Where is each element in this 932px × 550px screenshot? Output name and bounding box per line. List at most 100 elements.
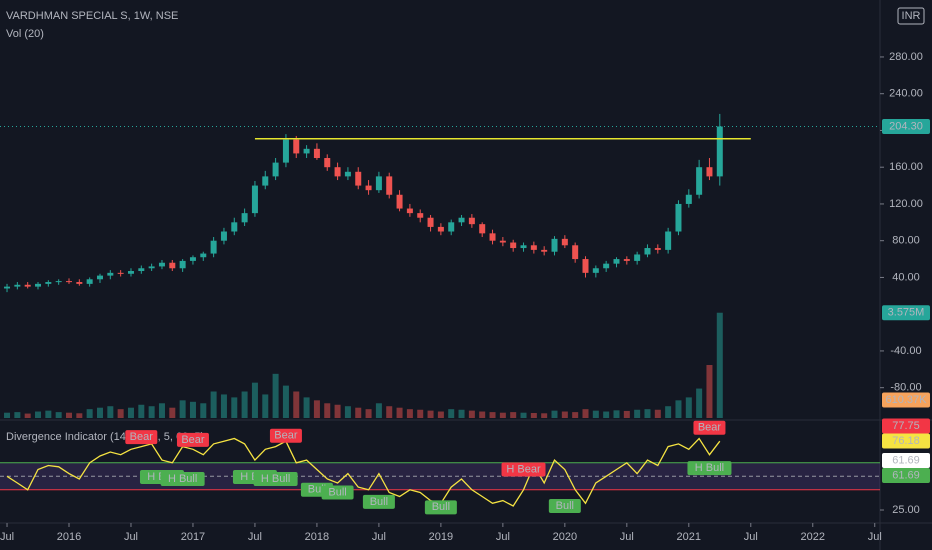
candle-body <box>541 249 548 252</box>
volume-bar <box>716 312 723 418</box>
candle-body <box>55 281 62 283</box>
candle-body <box>510 242 517 249</box>
candle-body <box>251 185 258 214</box>
volume-bar <box>344 406 351 418</box>
y-tick-label: 160.00 <box>889 161 923 173</box>
candle-body <box>138 268 145 272</box>
divergence-label: Bear <box>274 430 298 442</box>
divergence-label-box <box>160 471 205 486</box>
candle-body <box>24 284 31 287</box>
divergence-label-box <box>548 498 581 513</box>
candle-body <box>241 213 248 223</box>
candle-body <box>489 233 496 241</box>
x-tick-label: 2019 <box>429 531 453 543</box>
volume-bar <box>696 388 703 418</box>
volume-bar <box>355 407 362 418</box>
volume-bar <box>592 410 599 418</box>
volume-bar <box>551 410 558 418</box>
volume-bar <box>437 411 444 418</box>
y-tick-label: -40.00 <box>890 345 921 357</box>
price-badge <box>882 453 930 469</box>
volume-bar <box>603 411 610 418</box>
x-tick-label: Jul <box>372 531 386 543</box>
candle-body <box>35 283 42 287</box>
volume-bar <box>262 394 269 418</box>
candle-body <box>117 272 124 274</box>
candle-body <box>665 231 672 250</box>
candle-body <box>262 176 269 186</box>
candle-body <box>4 286 11 289</box>
volume-bar <box>313 400 320 418</box>
volume-bar <box>117 409 124 418</box>
candle-body <box>448 222 455 232</box>
divergence-label: Bull <box>328 486 346 498</box>
candle-body <box>468 217 475 225</box>
volume-bar <box>334 404 341 418</box>
volume-bar <box>200 403 207 418</box>
candle-body <box>179 260 186 269</box>
divergence-label-box <box>362 494 395 509</box>
volume-bar <box>24 413 31 418</box>
candle-body <box>706 167 713 177</box>
volume-bar <box>448 409 455 418</box>
divergence-label-box <box>321 485 354 500</box>
volume-bar <box>468 410 475 418</box>
x-tick-label: 2020 <box>553 531 577 543</box>
price-badge-label: 3.575M <box>888 307 925 319</box>
volume-bar <box>458 409 465 418</box>
x-tick-label: 2018 <box>305 531 329 543</box>
volume-bar <box>179 400 186 418</box>
divergence-label: Bull <box>308 484 326 496</box>
volume-bar <box>241 391 248 418</box>
volume-bar <box>375 403 382 418</box>
candle-body <box>530 245 537 250</box>
price-badge <box>882 433 930 449</box>
y-tick-label: 80.00 <box>892 235 920 247</box>
candle-body <box>458 217 465 223</box>
candle-body <box>365 185 372 191</box>
candle-body <box>189 257 196 261</box>
candle-body <box>158 262 165 267</box>
volume-bar <box>675 400 682 418</box>
volume-bar <box>510 412 517 418</box>
divergence-label-box <box>424 500 457 515</box>
divergence-label: Bear <box>130 431 154 443</box>
volume-bar <box>169 407 176 418</box>
volume-bar <box>55 412 62 418</box>
candle-body <box>293 139 300 154</box>
volume-bar <box>623 410 630 418</box>
volume-bar <box>654 409 661 418</box>
volume-bar <box>251 382 258 418</box>
divergence-label: Bear <box>698 422 722 434</box>
volume-bar <box>644 409 651 418</box>
volume-bar <box>685 397 692 418</box>
volume-bar <box>613 410 620 418</box>
volume-bar <box>541 413 548 418</box>
candle-body <box>634 254 641 261</box>
divergence-label: H Bear <box>506 463 541 475</box>
x-tick-label: Jul <box>248 531 262 543</box>
divergence-label-box <box>687 461 732 476</box>
candle-body <box>303 148 310 154</box>
candle-body <box>572 245 579 260</box>
candle-body <box>406 208 413 214</box>
price-badge-label: 76.18 <box>892 435 920 447</box>
candle-body <box>716 126 723 177</box>
volume-bar <box>665 406 672 418</box>
indicator-title: Divergence Indicator (14, close, 5, 60, … <box>6 431 204 443</box>
price-badge <box>882 119 930 135</box>
currency-badge[interactable] <box>897 7 925 25</box>
volume-bar <box>4 412 11 418</box>
candle-body <box>437 226 444 232</box>
price-badge-label: 204.30 <box>889 120 923 132</box>
candle-body <box>685 194 692 204</box>
volume-bar <box>293 391 300 418</box>
divergence-label-box <box>176 432 209 447</box>
volume-title: Vol (20) <box>6 28 44 40</box>
volume-bar <box>45 410 52 418</box>
candle-body <box>644 248 651 255</box>
candle-body <box>220 231 227 241</box>
price-badge <box>882 418 930 434</box>
candle-body <box>355 171 362 186</box>
